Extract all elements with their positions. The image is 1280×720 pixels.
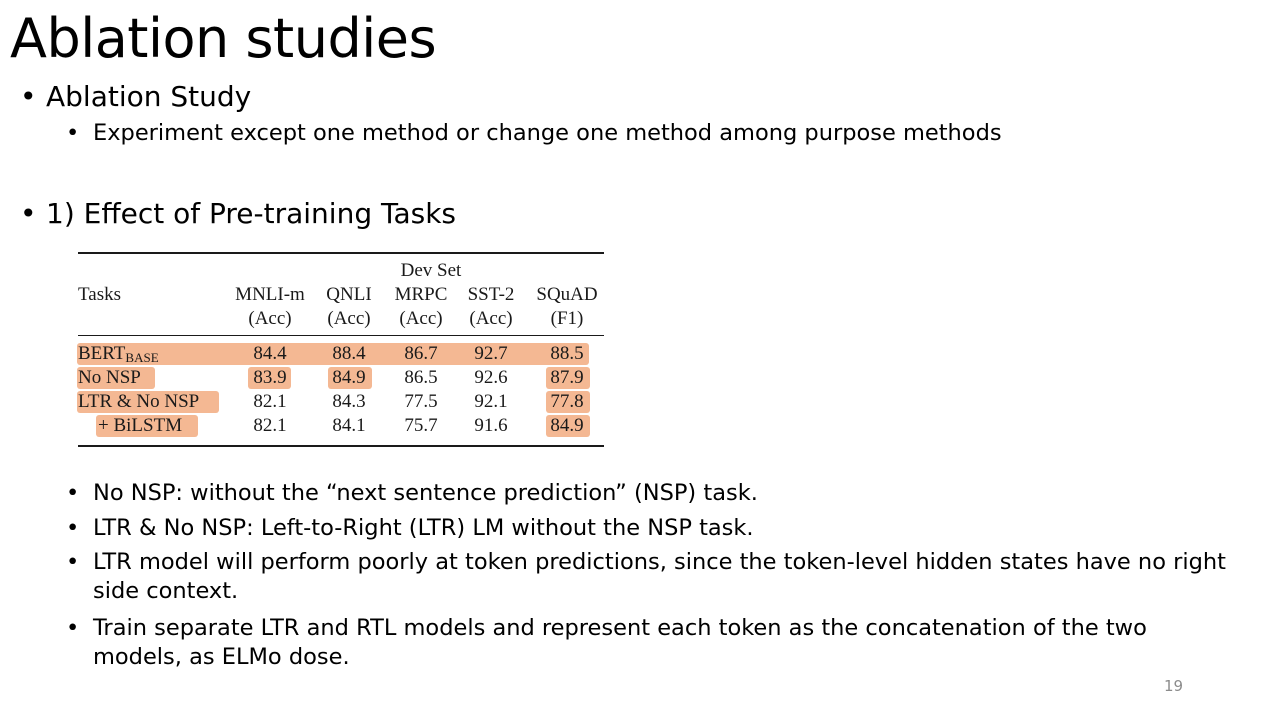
highlight-bert-row	[77, 343, 589, 365]
row-label: LTR & No NSP	[78, 391, 200, 412]
bullet-text: Experiment except one method or change o…	[93, 120, 1002, 146]
table-cell: 84.3	[332, 391, 366, 412]
bullet-ltr-poor: • LTR model will perform poorly at token …	[66, 548, 1236, 606]
table-group-header: Dev Set	[400, 260, 462, 281]
bullet-text: Ablation Study	[46, 80, 252, 113]
bullet-text: Train separate LTR and RTL models and re…	[93, 615, 1147, 670]
bullet-experiment: • Experiment except one method or change …	[66, 119, 1236, 148]
col-header-name: SQuAD	[536, 284, 598, 305]
bullet-dot: •	[66, 615, 80, 641]
highlight-bilstm-label	[96, 415, 198, 437]
bullet-ltr-no-nsp: • LTR & No NSP: Left-to-Right (LTR) LM wi…	[66, 514, 1236, 543]
bullet-text: No NSP: without the “next sentence predi…	[93, 480, 758, 506]
col-header-metric: (Acc)	[327, 308, 371, 329]
bullet-no-nsp: • No NSP: without the “next sentence pred…	[66, 479, 1236, 508]
table-row-header-label: Tasks	[78, 284, 122, 305]
bullet-dot: •	[20, 80, 37, 113]
col-header-metric: (Acc)	[399, 308, 443, 329]
table-cell: 84.9	[332, 367, 366, 388]
col-header-name: QNLI	[326, 284, 372, 305]
table-cell: 88.4	[332, 343, 366, 364]
row-label: + BiLSTM	[98, 415, 183, 436]
highlight-ltr-label	[77, 391, 219, 413]
bullet-dot: •	[20, 197, 37, 230]
bullet-ablation-study: • Ablation Study	[20, 79, 251, 115]
col-header-metric: (Acc)	[248, 308, 292, 329]
table-cell: 84.1	[332, 415, 366, 436]
highlight-nonsp-label	[77, 367, 155, 389]
table-cell: 84.4	[253, 343, 287, 364]
ablation-table: Dev Set Tasks MNLI-m (Acc) QNLI (Acc) MR…	[76, 250, 604, 450]
highlight-nonsp-mnli	[248, 367, 291, 389]
bullet-effect-pretraining: • 1) Effect of Pre-training Tasks	[20, 196, 456, 232]
table-cell: 92.1	[474, 391, 508, 412]
table-header-rule	[78, 335, 604, 336]
table-cell: 86.5	[404, 367, 438, 388]
table-cell: 82.1	[253, 391, 287, 412]
row-label: No NSP	[78, 367, 141, 388]
table-cell: 83.9	[253, 367, 287, 388]
col-header-name: MNLI-m	[235, 284, 305, 305]
bullet-train-separate: • Train separate LTR and RTL models and r…	[66, 614, 1236, 672]
highlight-bilstm-squad	[546, 415, 590, 437]
page-number: 19	[1164, 677, 1184, 695]
highlight-nonsp-squad	[546, 367, 590, 389]
bullet-dot: •	[66, 480, 80, 506]
bullet-dot: •	[66, 549, 80, 575]
table-cell: 77.8	[550, 391, 584, 412]
col-header-metric: (Acc)	[469, 308, 513, 329]
col-header-name: SST-2	[467, 284, 515, 305]
table-cell: 92.6	[474, 367, 508, 388]
table-bottom-rule	[78, 445, 604, 447]
table-cell: 87.9	[550, 367, 584, 388]
bullet-text: LTR & No NSP: Left-to-Right (LTR) LM wit…	[93, 515, 754, 541]
table-top-rule	[78, 252, 604, 254]
col-header-name: MRPC	[394, 284, 448, 305]
table-cell: 75.7	[404, 415, 438, 436]
highlight-nonsp-qnli	[328, 367, 372, 389]
table-cell: 92.7	[474, 343, 508, 364]
table-cell: 91.6	[474, 415, 508, 436]
col-header-metric: (F1)	[550, 308, 584, 329]
table-cell: 86.7	[404, 343, 438, 364]
table-cell: 77.5	[404, 391, 438, 412]
table-cell: 84.9	[550, 415, 584, 436]
table-cell: 82.1	[253, 415, 287, 436]
slide-title: Ablation studies	[10, 7, 437, 70]
table-cell: 88.5	[550, 343, 584, 364]
row-label: BERTBASE	[78, 343, 159, 365]
bullet-text: LTR model will perform poorly at token p…	[93, 549, 1226, 604]
highlight-ltr-squad	[546, 391, 590, 413]
bullet-dot: •	[66, 515, 80, 541]
bullet-text: 1) Effect of Pre-training Tasks	[46, 197, 457, 230]
bullet-dot: •	[66, 120, 80, 146]
